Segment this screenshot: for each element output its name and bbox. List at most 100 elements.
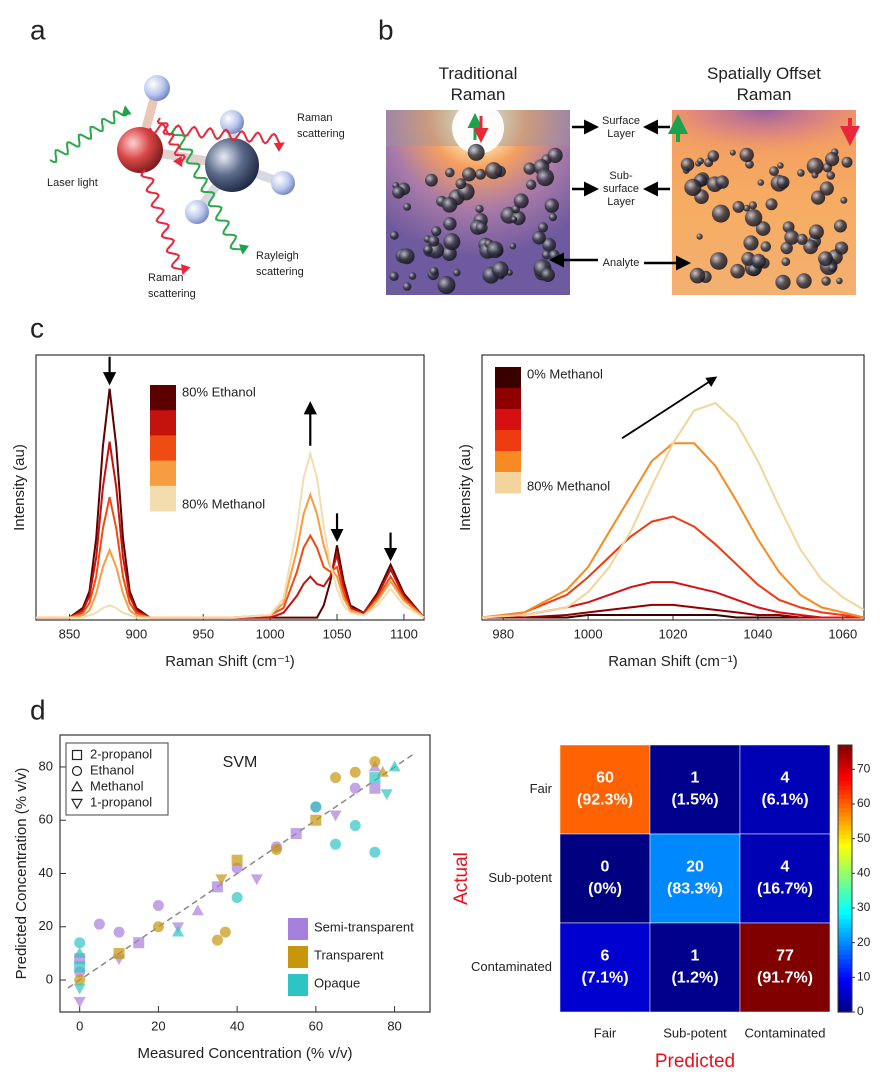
y-tick-label: 0 bbox=[46, 971, 53, 986]
particle bbox=[835, 241, 849, 255]
cell-percent: (7.1%) bbox=[581, 970, 628, 987]
particle bbox=[403, 203, 411, 211]
particle bbox=[818, 251, 833, 267]
particle bbox=[437, 276, 456, 294]
colorbar-step bbox=[838, 998, 852, 1004]
matrix-cell bbox=[739, 833, 831, 924]
colorbar-step bbox=[838, 936, 852, 942]
particle bbox=[402, 282, 412, 291]
atom bbox=[117, 127, 163, 173]
particle bbox=[392, 186, 405, 199]
particle bbox=[537, 222, 549, 233]
colorbar-step bbox=[838, 825, 852, 831]
colorbar-step bbox=[838, 887, 852, 893]
particle bbox=[680, 157, 695, 172]
data-point bbox=[231, 891, 243, 903]
particle bbox=[743, 204, 751, 212]
data-point bbox=[113, 926, 125, 938]
particle bbox=[840, 196, 848, 204]
data-point bbox=[219, 926, 231, 938]
particle bbox=[408, 272, 417, 280]
cell-percent: (0%) bbox=[588, 881, 622, 898]
particle bbox=[536, 168, 554, 187]
x-tick-label: 1050 bbox=[323, 626, 352, 641]
x-axis-title: Measured Concentration (% v/v) bbox=[137, 1045, 352, 1062]
colorbar-step bbox=[838, 949, 852, 955]
colorbar-step bbox=[838, 789, 852, 795]
particle bbox=[510, 216, 518, 223]
title-line: Traditional bbox=[439, 64, 518, 83]
x-tick-label: 60 bbox=[309, 1018, 323, 1033]
data-point bbox=[74, 937, 86, 949]
plot-frame bbox=[35, 354, 425, 621]
data-point bbox=[369, 772, 381, 784]
data-point bbox=[215, 874, 228, 886]
legend-swatch bbox=[150, 460, 176, 487]
particle bbox=[453, 269, 461, 277]
colorbar-label: 70 bbox=[857, 761, 871, 775]
legend-label: 80% Ethanol bbox=[182, 384, 256, 399]
data-point bbox=[231, 854, 243, 866]
x-tick-label: 80 bbox=[387, 1018, 401, 1033]
matrix-cell bbox=[649, 833, 741, 924]
colorbar-step bbox=[838, 963, 852, 969]
colorbar-step bbox=[838, 905, 852, 911]
matrix-cell bbox=[739, 922, 831, 1013]
particle bbox=[428, 235, 440, 247]
particle bbox=[811, 171, 819, 179]
spectrum-line bbox=[481, 442, 865, 619]
legend-swatch bbox=[150, 410, 176, 436]
particle bbox=[429, 266, 439, 276]
atom bbox=[205, 138, 259, 192]
data-point bbox=[330, 838, 342, 850]
cell-count: 77 bbox=[776, 948, 794, 965]
matrix-cell bbox=[559, 744, 651, 835]
data-point bbox=[310, 801, 322, 813]
particle bbox=[398, 248, 415, 265]
legend-swatch bbox=[288, 974, 308, 996]
legend-box bbox=[65, 742, 169, 816]
particle bbox=[765, 198, 778, 211]
data-point bbox=[369, 782, 381, 794]
particle bbox=[540, 267, 555, 282]
colorbar-step bbox=[838, 780, 852, 786]
colorbar-step bbox=[838, 802, 852, 808]
particle bbox=[760, 241, 772, 252]
particle bbox=[803, 239, 818, 255]
label-line: Raman bbox=[148, 272, 183, 284]
colorbar-step bbox=[838, 945, 852, 951]
particle bbox=[486, 241, 504, 259]
particle bbox=[745, 159, 754, 169]
particle bbox=[475, 168, 486, 180]
data-point bbox=[369, 846, 381, 858]
particle bbox=[777, 162, 784, 169]
cell-count: 1 bbox=[691, 770, 700, 787]
colorbar-step bbox=[838, 994, 852, 1000]
colorbar-step bbox=[838, 1003, 852, 1009]
particle bbox=[711, 204, 730, 223]
colorbar-step bbox=[838, 958, 852, 964]
particle bbox=[833, 219, 847, 233]
label-line: Layer bbox=[607, 196, 635, 208]
cell-percent: (1.5%) bbox=[671, 792, 718, 809]
particle bbox=[780, 241, 793, 255]
data-point bbox=[93, 918, 105, 930]
particle bbox=[491, 261, 509, 279]
panel-label: a bbox=[30, 14, 46, 45]
x-tick-label: 40 bbox=[230, 1018, 244, 1033]
x-axis-title: Raman Shift (cm⁻¹) bbox=[608, 653, 738, 670]
particle bbox=[513, 193, 529, 209]
particle bbox=[544, 198, 559, 213]
x-tick-label: 20 bbox=[151, 1018, 165, 1033]
particle bbox=[707, 150, 720, 162]
colorbar-step bbox=[838, 758, 852, 764]
label-line: scattering bbox=[297, 128, 345, 140]
particle bbox=[467, 143, 485, 161]
title-line: Raman bbox=[737, 85, 792, 104]
colorbar-step bbox=[838, 820, 852, 826]
row-label: Fair bbox=[530, 781, 553, 796]
label-line: Surface bbox=[602, 115, 640, 127]
y-axis-title: Actual bbox=[451, 852, 472, 905]
y-tick-label: 60 bbox=[39, 812, 53, 827]
